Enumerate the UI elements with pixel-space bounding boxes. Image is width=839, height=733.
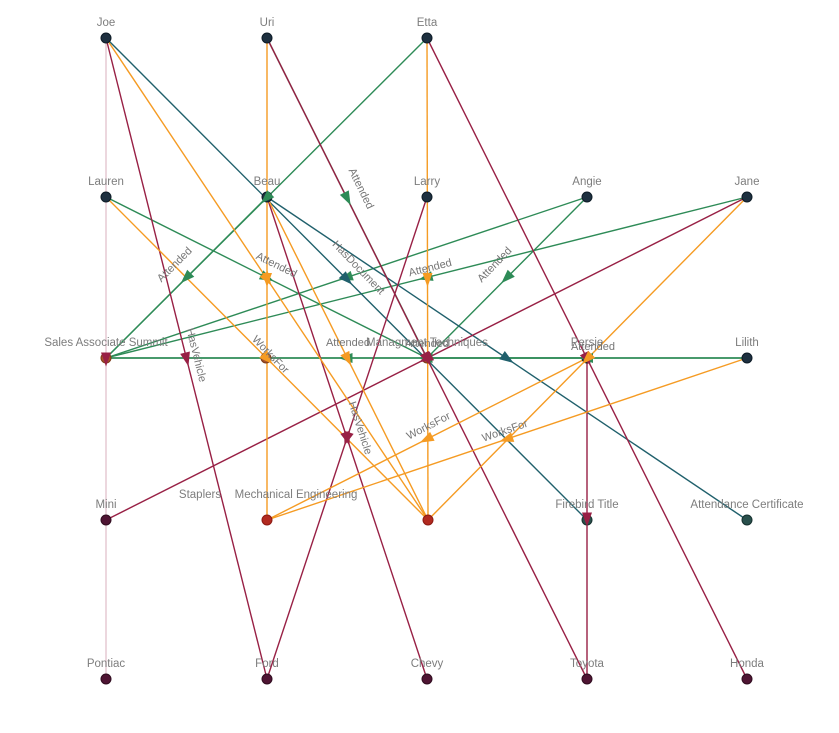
- node-lauren[interactable]: [100, 191, 112, 203]
- arrowhead-WorksFor-etta-mecheng: [422, 272, 433, 287]
- node-label-firebird: Firebird Title: [555, 499, 618, 511]
- node-angie[interactable]: [581, 191, 593, 203]
- node-label-ford: Ford: [255, 658, 279, 670]
- node-label-angie: Angie: [572, 176, 601, 188]
- node-label-attcert: Attendance Certificate: [690, 499, 803, 511]
- arrowhead-WorksFor-lilith-staplers: [499, 432, 515, 442]
- node-label-larry: Larry: [414, 176, 440, 188]
- arrowhead-Attended-angie-mt: [501, 269, 515, 284]
- node-lilith[interactable]: [741, 352, 753, 364]
- node-attcert[interactable]: [741, 514, 753, 526]
- node-label-staplers: Staplers: [179, 489, 221, 501]
- node-label-chevy: Chevy: [411, 658, 444, 670]
- node-label-mini: Mini: [95, 499, 116, 511]
- node-label-sas: Sales Associate Summit: [44, 337, 168, 349]
- arrowhead-Attended-uri-mt: [339, 190, 351, 206]
- node-mecheng[interactable]: [422, 514, 434, 526]
- node-label-mt: Managment Techniques: [366, 337, 488, 349]
- edge-label-Attended-7: Attended: [571, 341, 615, 353]
- node-staplers[interactable]: [261, 514, 273, 526]
- arrowhead-WorksFor-lauren-mecheng: [259, 350, 273, 365]
- arrowhead-HasVehicle-joe-pontiac: [101, 352, 111, 367]
- edge-label-Attended-2: Attended: [254, 250, 299, 280]
- arrowhead-HasVehicle-beau-chevy: [340, 430, 350, 446]
- node-label-etta: Etta: [417, 17, 438, 29]
- node-label-joe: Joe: [97, 17, 116, 29]
- node-ford[interactable]: [261, 673, 273, 685]
- node-mini[interactable]: [100, 514, 112, 526]
- node-label-lauren: Lauren: [88, 176, 124, 188]
- edge-label-WorksFor-8: WorksFor: [249, 334, 291, 377]
- node-larry[interactable]: [421, 191, 433, 203]
- node-label-lilith: Lilith: [735, 337, 759, 349]
- arrowhead-Attended-beau-sas: [180, 269, 195, 284]
- arrowhead-WorksFor-jane-mecheng: [581, 350, 596, 365]
- arrowhead-HasVehicle-jane-mini: [419, 351, 435, 363]
- node-label-pontiac: Pontiac: [87, 658, 126, 670]
- node-label-mecheng: Mechanical Engineering: [235, 489, 358, 501]
- edge-label-HasDocument-13: HasDocument: [330, 239, 387, 297]
- arrowhead-Attended-etta-sas: [260, 190, 275, 204]
- node-chevy[interactable]: [421, 673, 433, 685]
- arrowhead-WorksFor-beau-mecheng: [340, 350, 352, 366]
- edge-label-Attended-5: Attended: [326, 337, 370, 349]
- arrowhead-WorksFor-joe-mecheng: [259, 271, 272, 286]
- node-pontiac[interactable]: [100, 673, 112, 685]
- node-honda[interactable]: [741, 673, 753, 685]
- node-label-honda: Honda: [730, 658, 764, 670]
- node-label-jane: Jane: [735, 176, 760, 188]
- node-label-persie: Persie: [571, 337, 604, 349]
- arrowhead-HasVehicle-joe-ford: [180, 351, 190, 367]
- arrowhead-HasVehicle-persie-toyota: [582, 512, 592, 527]
- node-uri[interactable]: [261, 32, 273, 44]
- node-label-uri: Uri: [260, 17, 275, 29]
- node-joe[interactable]: [100, 32, 112, 44]
- arrowhead-WorksFor-persie-staplers: [419, 431, 435, 443]
- node-jane[interactable]: [741, 191, 753, 203]
- node-etta[interactable]: [421, 32, 433, 44]
- arrowhead-HasDocument-joe-firebird: [338, 271, 353, 285]
- node-toyota[interactable]: [581, 673, 593, 685]
- node-label-toyota: Toyota: [570, 658, 604, 670]
- arrowhead-HasDocument-beau-attcert: [499, 351, 514, 363]
- edge-label-Attended-6: Attended: [405, 338, 449, 350]
- node-label-beau: Beau: [254, 176, 281, 188]
